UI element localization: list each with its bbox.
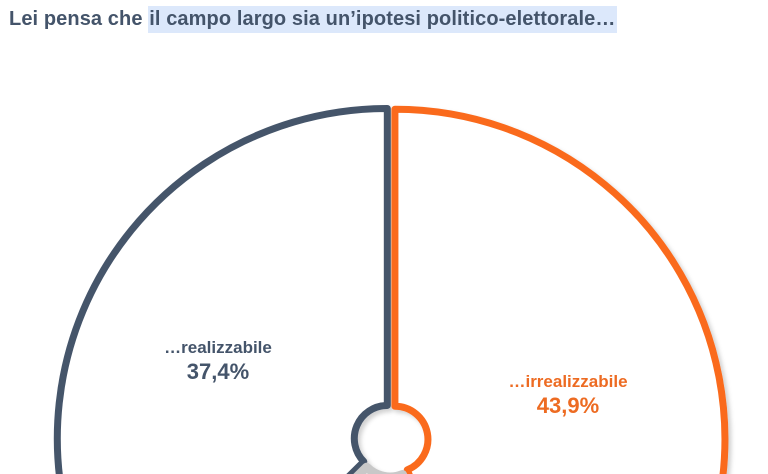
- pie-slice-irrealizzabile: [391, 105, 729, 474]
- label-irrealizzabile: …irrealizzabile 43,9%: [478, 372, 658, 419]
- label-realizzabile-name: …realizzabile: [164, 338, 272, 357]
- label-realizzabile-value: 37,4%: [186, 359, 250, 384]
- pie-slice-other: [353, 462, 408, 474]
- title-highlight: il campo largo sia un’ipotesi politico-e…: [148, 6, 618, 33]
- label-realizzabile: …realizzabile 37,4%: [138, 338, 298, 385]
- chart-title: Lei pensa che il campo largo sia un’ipot…: [9, 6, 618, 33]
- label-irrealizzabile-name: …irrealizzabile: [508, 372, 628, 391]
- title-prefix: Lei pensa che: [9, 8, 149, 30]
- pie-slice-realizzabile: [53, 104, 391, 474]
- label-irrealizzabile-value: 43,9%: [536, 393, 600, 418]
